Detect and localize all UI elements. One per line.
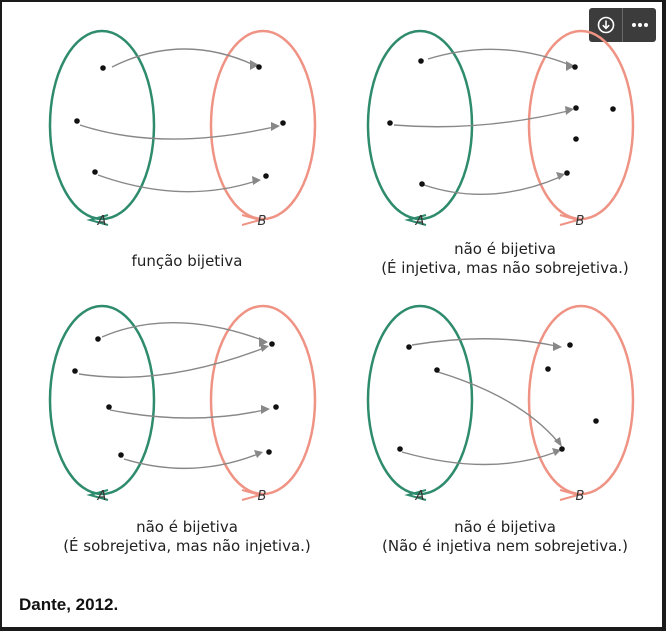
more-horizontal-icon <box>631 23 648 27</box>
domain-point <box>92 169 98 175</box>
codomain-point <box>263 173 269 179</box>
codomain-point <box>273 404 279 410</box>
mapping-arrow <box>123 453 259 470</box>
domain-point <box>74 118 80 124</box>
arrow-head <box>554 437 562 447</box>
caption-title: não é bijetiva <box>136 518 238 536</box>
mapping-arrow <box>78 347 265 378</box>
domain-point <box>100 65 106 71</box>
domain-point <box>406 344 412 350</box>
arrow-head <box>271 122 280 131</box>
mapping-arrow <box>97 174 257 193</box>
source-citation: Dante, 2012. <box>19 595 119 614</box>
download-button[interactable] <box>589 8 622 42</box>
caption-title: não é bijetiva <box>454 240 556 258</box>
diagram-2-svg: A B <box>366 29 635 229</box>
mapping-arrow <box>423 176 561 196</box>
diagram-neither: A B <box>360 302 650 507</box>
codomain-point <box>280 120 286 126</box>
caption-diagram-3: não é bijetiva (É sobrejetiva, mas não i… <box>42 518 332 556</box>
domain-point <box>418 58 424 64</box>
domain-point <box>95 336 101 342</box>
set-b-ellipse <box>527 304 635 496</box>
set-b-ellipse <box>209 29 317 221</box>
mapping-arrow <box>401 451 557 466</box>
domain-point <box>118 452 124 458</box>
domain-point <box>419 181 425 187</box>
codomain-point <box>256 64 262 70</box>
codomain-point <box>564 170 570 176</box>
caption-note: (É sobrejetiva, mas não injetiva.) <box>63 537 311 555</box>
codomain-point <box>573 136 579 142</box>
mapping-arrow <box>109 409 265 419</box>
diagram-1-svg: A B <box>48 29 317 229</box>
diagram-injective: A B <box>360 27 650 232</box>
domain-point <box>106 404 112 410</box>
set-a-label: A <box>97 214 107 229</box>
set-b-ellipse <box>209 304 317 496</box>
codomain-point <box>573 105 579 111</box>
toolbar-divider <box>622 8 623 42</box>
set-a-ellipse <box>48 304 156 496</box>
arrow-head <box>566 61 575 71</box>
set-b-label: B <box>258 214 267 229</box>
mapping-arrow <box>437 371 559 443</box>
codomain-point <box>559 446 565 452</box>
caption-note: (Não é injetiva nem sobrejetiva.) <box>382 537 628 555</box>
set-b-label: B <box>576 489 585 504</box>
domain-point <box>434 367 440 373</box>
domain-point <box>397 446 403 452</box>
set-b-label: B <box>258 489 267 504</box>
arrow-head <box>261 405 270 414</box>
codomain-point <box>266 449 272 455</box>
domain-point <box>387 120 393 126</box>
set-b-ellipse <box>527 29 635 221</box>
arrow-head <box>250 60 259 70</box>
mapping-arrow <box>411 338 557 347</box>
arrow-head <box>254 450 263 458</box>
caption-diagram-4: não é bijetiva (Não é injetiva nem sobre… <box>360 518 650 556</box>
caption-diagram-2: não é bijetiva (É injetiva, mas não sobr… <box>360 240 650 278</box>
codomain-point <box>593 418 599 424</box>
arrow-head <box>553 342 562 351</box>
set-b-label: B <box>576 214 585 229</box>
codomain-point <box>545 366 551 372</box>
caption-title: não é bijetiva <box>454 518 556 536</box>
codomain-point <box>610 106 616 112</box>
set-a-ellipse <box>48 29 156 221</box>
download-circle-icon <box>597 16 614 34</box>
domain-point <box>72 368 78 374</box>
codomain-point <box>567 342 573 348</box>
codomain-point <box>269 341 275 347</box>
diagram-surjective: A B <box>42 302 332 507</box>
mapping-arrow <box>111 48 255 68</box>
diagram-3-svg: A B <box>48 304 317 504</box>
arrow-head <box>252 176 261 185</box>
diagram-4-svg: A B <box>366 304 635 504</box>
caption-diagram-1: função bijetiva <box>42 252 332 271</box>
arrow-head <box>565 106 574 115</box>
diagram-bijective: A B <box>42 27 332 232</box>
more-options-button[interactable] <box>623 8 656 42</box>
codomain-point <box>572 64 578 70</box>
set-a-ellipse <box>366 304 474 496</box>
caption-note: (É injetiva, mas não sobrejetiva.) <box>381 259 629 277</box>
mapping-arrow <box>79 124 275 140</box>
set-a-label: A <box>97 489 107 504</box>
arrow-head <box>552 448 561 456</box>
caption-title: função bijetiva <box>131 252 243 270</box>
set-a-label: A <box>415 489 425 504</box>
mapping-arrow <box>101 322 263 341</box>
arrow-head <box>260 344 269 352</box>
set-a-label: A <box>415 214 425 229</box>
mapping-arrow <box>427 48 571 66</box>
arrow-head <box>556 172 565 180</box>
mapping-arrow <box>393 110 569 128</box>
